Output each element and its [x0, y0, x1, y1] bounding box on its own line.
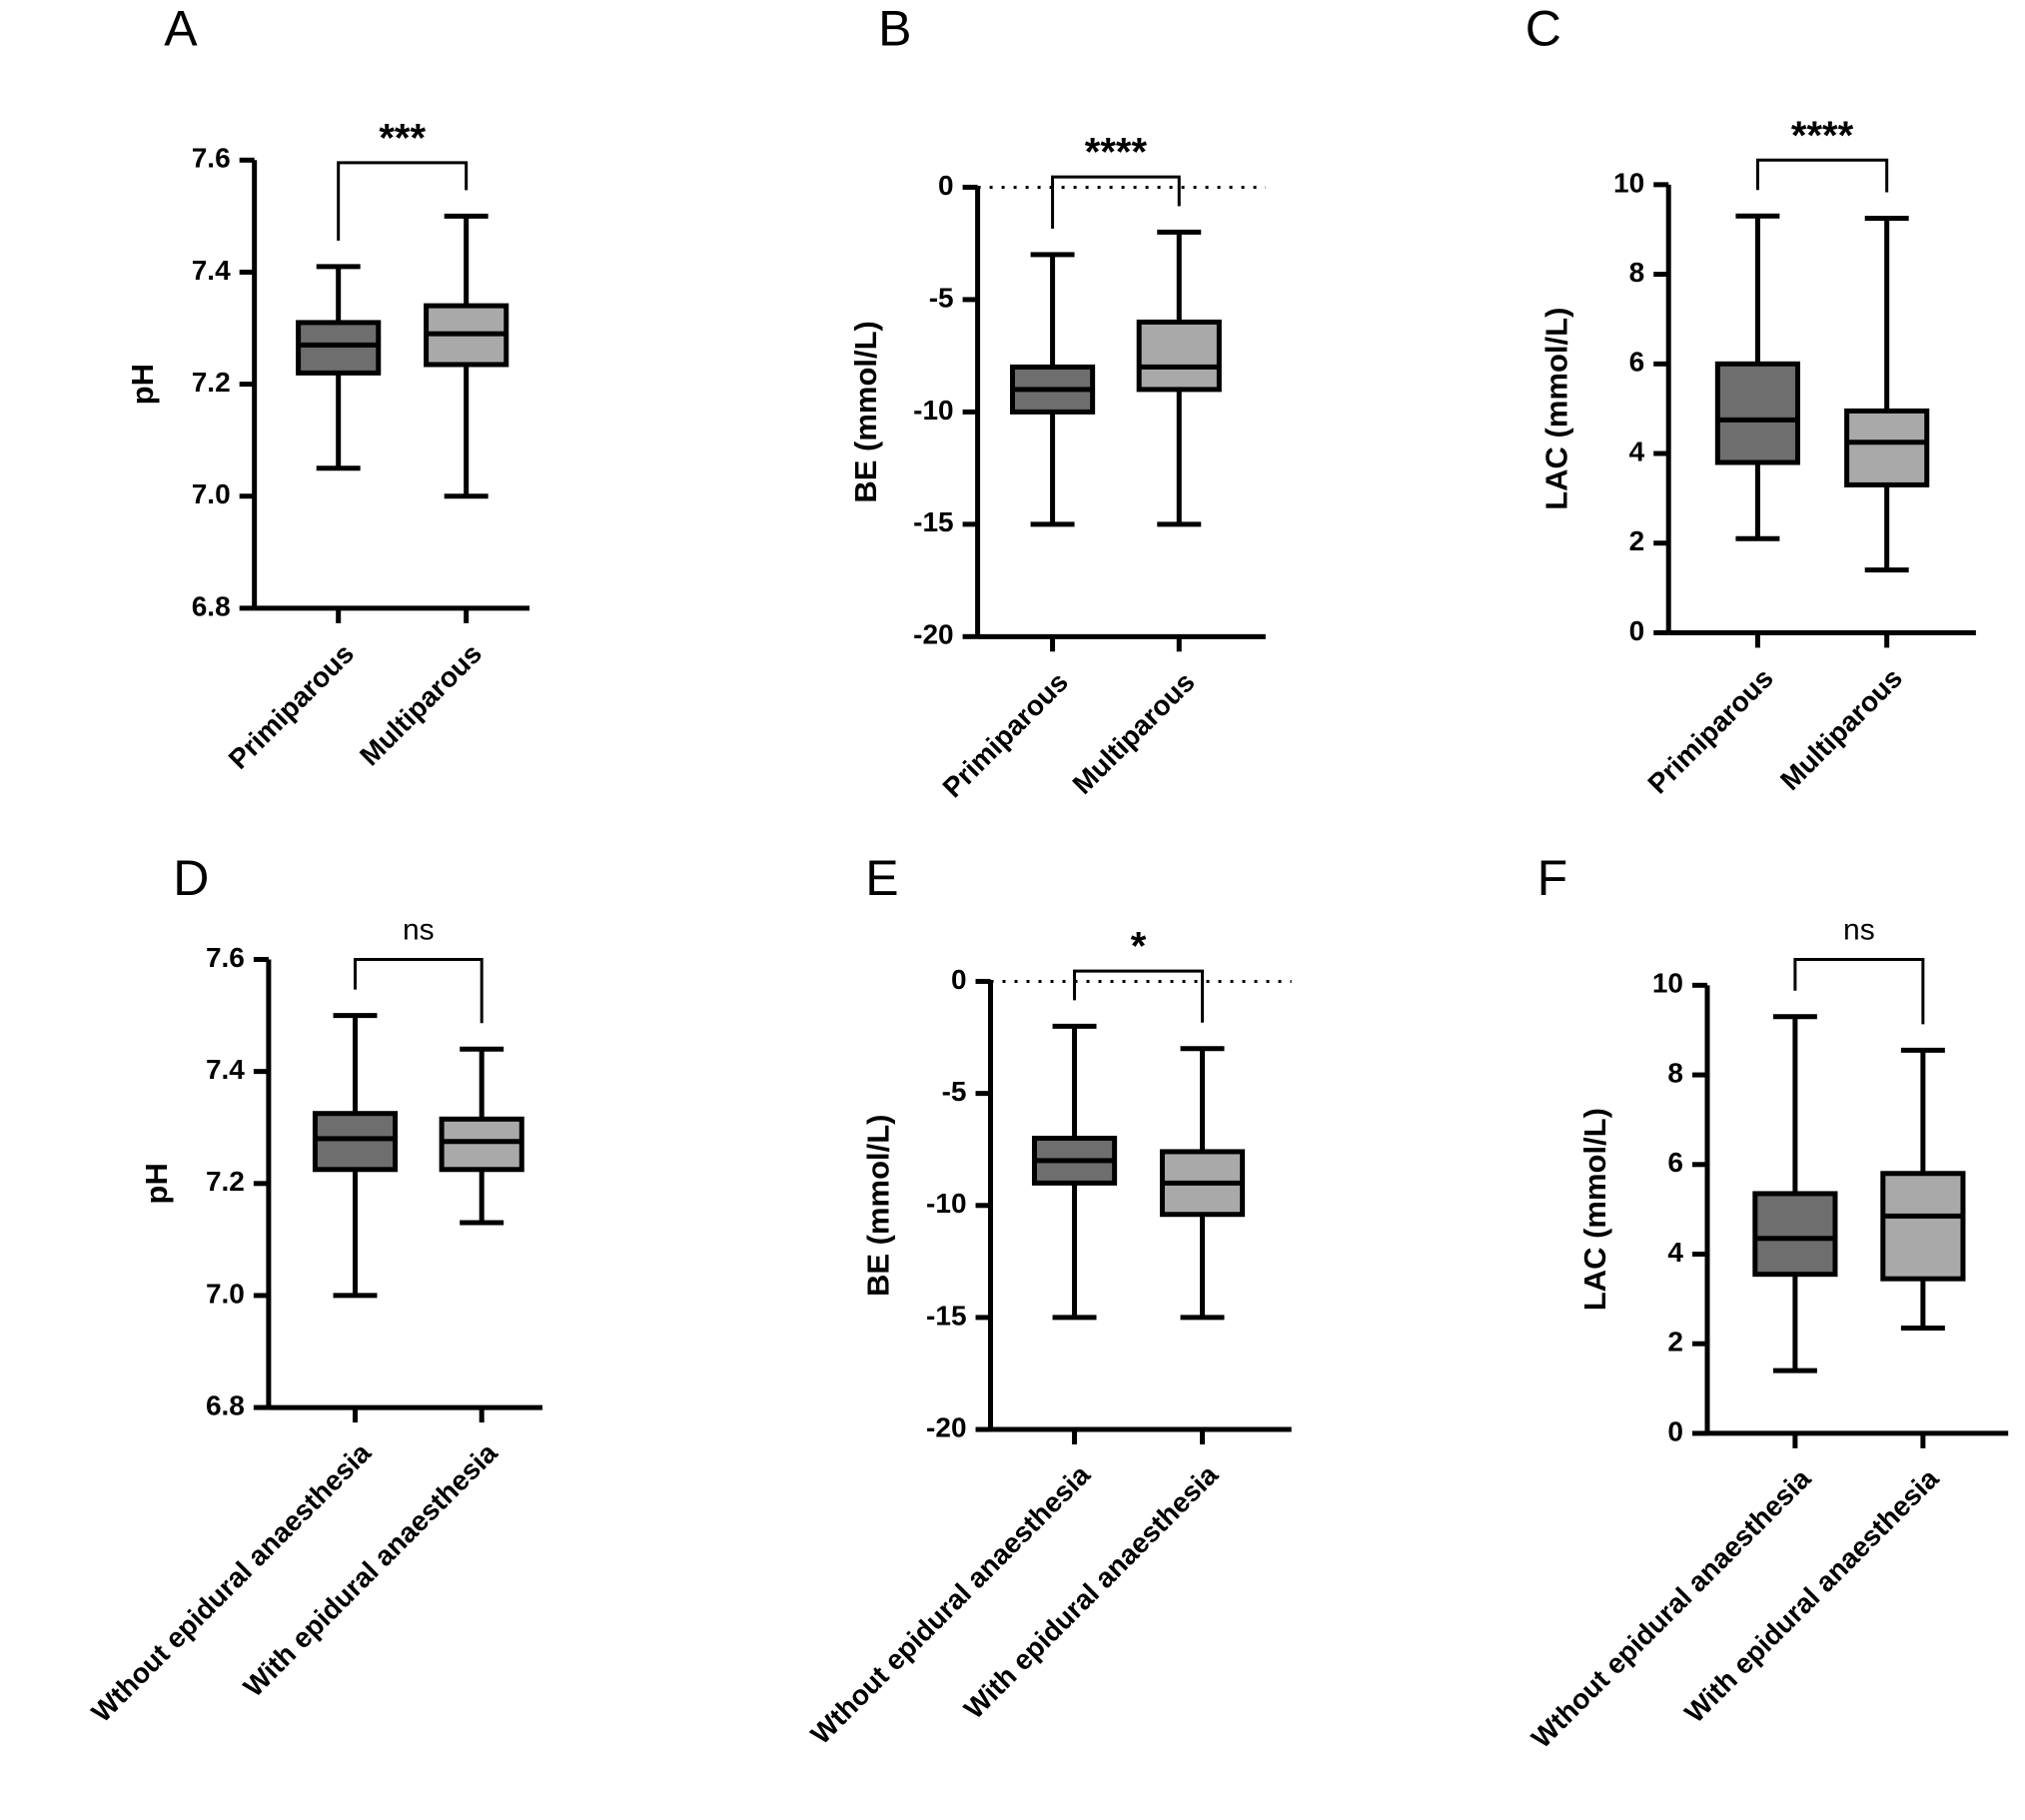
- y-tick-label: 0: [951, 964, 967, 995]
- y-axis-label: pH: [125, 364, 160, 405]
- significance-label: ****: [1085, 131, 1148, 175]
- box: [439, 1116, 524, 1173]
- y-tick-label: -15: [913, 506, 953, 537]
- box: [1714, 361, 1800, 465]
- y-tick-label: 4: [1629, 436, 1645, 466]
- x-tick-label: With epidural anaesthesia: [958, 1458, 1224, 1724]
- y-tick-label: 0: [938, 170, 954, 201]
- panel-label: E: [865, 850, 898, 906]
- y-tick-label: 6.8: [206, 1389, 245, 1420]
- y-tick-label: 6.8: [192, 590, 231, 621]
- y-tick-label: -10: [926, 1188, 966, 1219]
- y-tick-label: 6: [1667, 1147, 1683, 1178]
- x-tick-label: Primiparous: [223, 637, 360, 774]
- significance-label: ***: [379, 116, 426, 160]
- significance-label: ns: [1843, 913, 1875, 946]
- x-tick-label: With epidural anaesthesia: [1678, 1462, 1944, 1728]
- y-tick-label: -10: [913, 395, 953, 426]
- significance-label: *: [1131, 925, 1147, 969]
- panel-label: B: [878, 1, 911, 57]
- y-axis-label: LAC (mmol/L): [1577, 1108, 1612, 1311]
- y-tick-label: -5: [929, 282, 954, 313]
- significance-bracket: [1793, 957, 1925, 1025]
- x-tick-label: Wthout epidural anaesthesia: [805, 1458, 1097, 1750]
- y-tick-label: 7.6: [206, 942, 245, 973]
- box: [296, 320, 382, 376]
- box: [1136, 319, 1222, 393]
- y-axis-label: BE (mmol/L): [861, 1114, 896, 1297]
- box: [1752, 1191, 1838, 1278]
- significance-bracket: [354, 957, 484, 1024]
- significance-label: ns: [403, 913, 435, 946]
- significance-bracket: [1755, 158, 1889, 193]
- y-tick-label: 7.0: [192, 478, 231, 509]
- y-tick-label: 8: [1667, 1057, 1683, 1088]
- significance-bracket: [1073, 969, 1205, 1023]
- y-tick-label: 7.2: [206, 1166, 245, 1197]
- y-tick-label: 7.6: [192, 143, 231, 174]
- y-axis-label: pH: [139, 1163, 174, 1204]
- y-axis-label: BE (mmol/L): [848, 321, 883, 503]
- y-tick-label: 7.0: [206, 1278, 245, 1309]
- panel-label: C: [1525, 1, 1561, 57]
- x-tick-label: Multiparous: [354, 637, 488, 771]
- x-tick-label: Primiparous: [1641, 662, 1778, 799]
- x-tick-label: Wthout epidural anaesthesia: [86, 1436, 378, 1728]
- y-tick-label: 0: [1629, 615, 1645, 646]
- y-tick-label: 8: [1629, 257, 1645, 288]
- y-tick-label: 4: [1667, 1237, 1683, 1268]
- y-tick-label: 7.4: [206, 1054, 245, 1085]
- y-tick-label: 0: [1667, 1415, 1683, 1446]
- x-tick-label: Multiparous: [1067, 666, 1201, 800]
- y-tick-label: 10: [1613, 167, 1644, 198]
- x-tick-label: With epidural anaesthesia: [238, 1436, 504, 1702]
- y-tick-label: 10: [1652, 968, 1683, 999]
- y-tick-label: 2: [1667, 1327, 1683, 1358]
- y-tick-label: -15: [926, 1300, 966, 1331]
- significance-bracket: [1051, 175, 1181, 229]
- significance-bracket: [337, 161, 469, 241]
- y-tick-label: -20: [913, 619, 953, 650]
- panel-label: A: [164, 1, 198, 57]
- y-tick-label: 2: [1629, 525, 1645, 556]
- significance-label: ****: [1791, 114, 1854, 158]
- x-tick-label: Wthout epidural anaesthesia: [1525, 1462, 1817, 1754]
- y-tick-label: -5: [942, 1076, 967, 1107]
- panel-label: D: [173, 850, 209, 906]
- y-tick-label: 7.2: [192, 367, 231, 398]
- y-tick-label: -20: [926, 1411, 966, 1442]
- box: [1880, 1171, 1966, 1282]
- y-axis-label: LAC (mmol/L): [1538, 308, 1573, 510]
- box: [1844, 408, 1930, 487]
- box: [312, 1111, 399, 1173]
- y-tick-label: 7.4: [192, 255, 231, 286]
- x-tick-label: Multiparous: [1774, 662, 1908, 796]
- y-tick-label: 6: [1629, 347, 1645, 378]
- x-tick-label: Primiparous: [937, 666, 1074, 803]
- panel-label: F: [1537, 850, 1568, 906]
